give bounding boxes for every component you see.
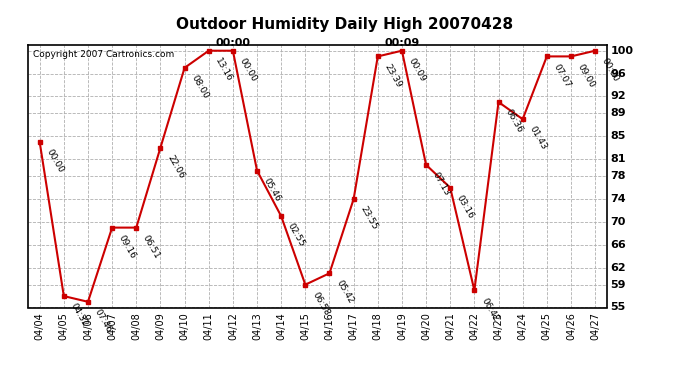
Text: 96: 96 bbox=[611, 69, 627, 78]
Text: 07:46: 07:46 bbox=[92, 308, 113, 334]
Text: 06:36: 06:36 bbox=[503, 108, 524, 135]
Text: 03:16: 03:16 bbox=[455, 194, 476, 220]
Text: 70: 70 bbox=[611, 217, 626, 227]
Text: 07:13: 07:13 bbox=[431, 171, 452, 198]
Text: 00:00: 00:00 bbox=[44, 148, 66, 175]
Text: 00:00: 00:00 bbox=[600, 56, 621, 83]
Text: 85: 85 bbox=[611, 131, 626, 141]
Text: 02:55: 02:55 bbox=[286, 222, 306, 249]
Text: 00:09: 00:09 bbox=[407, 56, 428, 83]
Text: 05:42: 05:42 bbox=[334, 279, 355, 306]
Text: Copyright 2007 Cartronics.com: Copyright 2007 Cartronics.com bbox=[33, 50, 175, 59]
Text: 09:16: 09:16 bbox=[117, 233, 138, 260]
Text: 23:39: 23:39 bbox=[382, 62, 403, 89]
Text: 06:42: 06:42 bbox=[479, 296, 500, 323]
Text: 09:00: 09:00 bbox=[575, 62, 597, 89]
Text: 00:09: 00:09 bbox=[384, 38, 420, 48]
Text: 06:51: 06:51 bbox=[141, 233, 162, 260]
Text: 05:46: 05:46 bbox=[262, 176, 282, 203]
Text: 78: 78 bbox=[611, 171, 626, 181]
Text: 23:55: 23:55 bbox=[359, 205, 379, 232]
Text: 62: 62 bbox=[611, 262, 627, 273]
Text: Outdoor Humidity Daily High 20070428: Outdoor Humidity Daily High 20070428 bbox=[177, 17, 513, 32]
Text: 66: 66 bbox=[611, 240, 627, 250]
Text: 92: 92 bbox=[611, 92, 627, 101]
Text: 59: 59 bbox=[611, 280, 626, 290]
Text: 07:07: 07:07 bbox=[552, 62, 573, 89]
Text: 100: 100 bbox=[611, 46, 633, 56]
Text: 13:16: 13:16 bbox=[214, 56, 235, 83]
Text: 89: 89 bbox=[611, 108, 627, 118]
Text: 74: 74 bbox=[611, 194, 627, 204]
Text: 00:00: 00:00 bbox=[215, 38, 250, 48]
Text: 08:00: 08:00 bbox=[189, 74, 210, 100]
Text: 81: 81 bbox=[611, 154, 626, 164]
Text: 22:06: 22:06 bbox=[166, 153, 186, 180]
Text: 06:58: 06:58 bbox=[310, 290, 331, 317]
Text: 04:32: 04:32 bbox=[69, 302, 89, 328]
Text: 00:00: 00:00 bbox=[237, 56, 259, 83]
Text: 55: 55 bbox=[611, 303, 626, 312]
Text: 01:43: 01:43 bbox=[527, 125, 548, 152]
